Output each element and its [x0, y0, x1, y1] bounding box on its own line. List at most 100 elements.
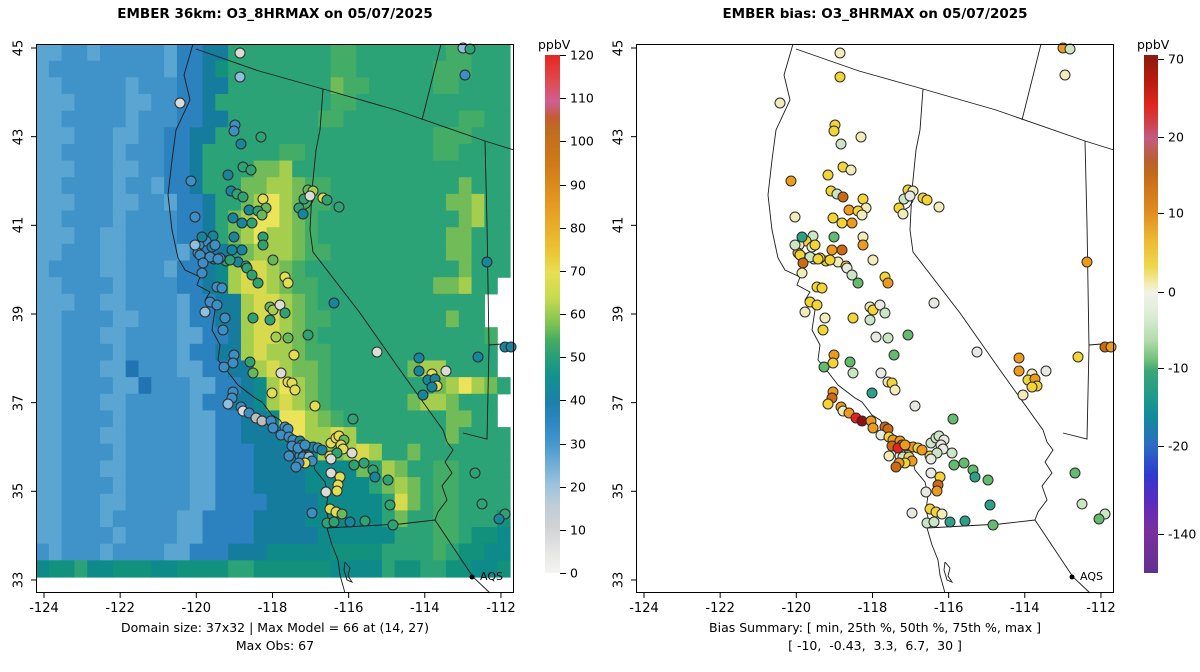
grid-cell	[176, 360, 191, 378]
grid-cell	[279, 160, 293, 178]
obs-point	[890, 461, 902, 473]
obs-point	[987, 519, 999, 531]
grid-cell	[151, 160, 165, 178]
grid-cell	[420, 443, 434, 462]
grid-cell	[381, 310, 396, 328]
grid-cell	[381, 260, 396, 278]
grid-cell	[420, 410, 434, 428]
grid-cell	[36, 410, 50, 428]
grid-cell	[74, 143, 88, 162]
grid-cell	[292, 160, 306, 178]
grid-cell	[279, 243, 293, 262]
grid-cell	[138, 443, 152, 462]
obs-point	[809, 239, 821, 251]
grid-cell	[266, 443, 280, 462]
obs-point	[1026, 381, 1038, 393]
grid-cell	[48, 360, 63, 378]
grid-cell	[394, 427, 409, 445]
obs-point	[469, 467, 481, 479]
grid-cell	[48, 377, 63, 395]
grid-cell	[48, 277, 63, 295]
grid-cell	[36, 44, 50, 62]
grid-cell	[369, 127, 383, 145]
obs-point	[1072, 351, 1084, 363]
grid-cell	[369, 193, 383, 212]
grid-cell	[74, 160, 88, 178]
grid-cell	[61, 527, 76, 545]
grid-cell	[215, 543, 229, 561]
grid-cell	[138, 177, 152, 195]
obs-point	[304, 190, 316, 202]
model-caption-line2: Max Obs: 67	[235, 638, 315, 653]
grid-cell	[215, 377, 229, 395]
obs-point	[384, 499, 396, 511]
obs-point	[257, 239, 269, 251]
grid-cell	[317, 210, 332, 228]
grid-cell	[381, 93, 396, 112]
grid-cell	[48, 260, 63, 278]
grid-cell	[292, 327, 306, 345]
y-axis-tick-label: 33	[11, 571, 27, 589]
grid-cell	[445, 293, 460, 312]
grid-cell	[112, 477, 127, 495]
grid-cell	[497, 493, 511, 511]
grid-cell	[407, 260, 421, 278]
grid-cell	[330, 543, 345, 561]
grid-cell	[420, 527, 434, 545]
grid-cell	[394, 477, 409, 495]
grid-cell	[87, 44, 101, 62]
grid-cell	[176, 243, 191, 262]
grid-cell	[407, 227, 421, 245]
grid-cell	[381, 393, 396, 412]
grid-cell	[100, 260, 114, 278]
grid-cell	[125, 227, 140, 245]
colorbar-tick-label: 100	[570, 133, 594, 149]
obs-point	[387, 519, 399, 531]
obs-point	[796, 267, 808, 279]
grid-cell	[433, 143, 447, 162]
grid-cell	[445, 110, 460, 128]
obs-point	[197, 257, 209, 269]
grid-cell	[381, 327, 396, 345]
grid-cell	[189, 327, 204, 345]
grid-cell	[266, 177, 280, 195]
grid-cell	[356, 343, 370, 362]
grid-cell	[484, 493, 498, 511]
grid-cell	[445, 477, 460, 495]
grid-cell	[125, 127, 140, 145]
grid-cell	[112, 143, 127, 162]
grid-cell	[112, 360, 127, 378]
grid-cell	[305, 377, 319, 395]
grid-cell	[381, 560, 396, 578]
grid-cell	[61, 93, 76, 112]
grid-cell	[433, 527, 447, 545]
grid-cell	[176, 410, 191, 428]
grid-cell	[164, 510, 178, 528]
grid-cell	[138, 427, 152, 445]
grid-cell	[420, 243, 434, 262]
obs-point	[505, 341, 517, 353]
obs-point	[1013, 352, 1025, 364]
grid-cell	[471, 227, 485, 245]
grid-cell	[36, 560, 50, 578]
obs-point	[228, 125, 240, 137]
grid-cell	[253, 93, 268, 112]
grid-cell	[100, 227, 114, 245]
obs-point	[199, 306, 211, 318]
grid-cell	[433, 227, 447, 245]
grid-cell	[445, 60, 460, 78]
grid-cell	[381, 277, 396, 295]
plot-border	[36, 44, 514, 593]
grid-cell	[330, 110, 345, 128]
x-axis-tick-label: -118	[857, 601, 888, 616]
grid-cell	[266, 510, 280, 528]
grid-cell	[330, 210, 345, 228]
obs-point	[267, 254, 279, 266]
grid-cell	[202, 193, 216, 212]
grid-cell	[112, 443, 127, 462]
grid-cell	[48, 477, 63, 495]
grid-cell	[497, 93, 511, 112]
grid-cell	[305, 160, 319, 178]
obs-point	[857, 239, 869, 251]
